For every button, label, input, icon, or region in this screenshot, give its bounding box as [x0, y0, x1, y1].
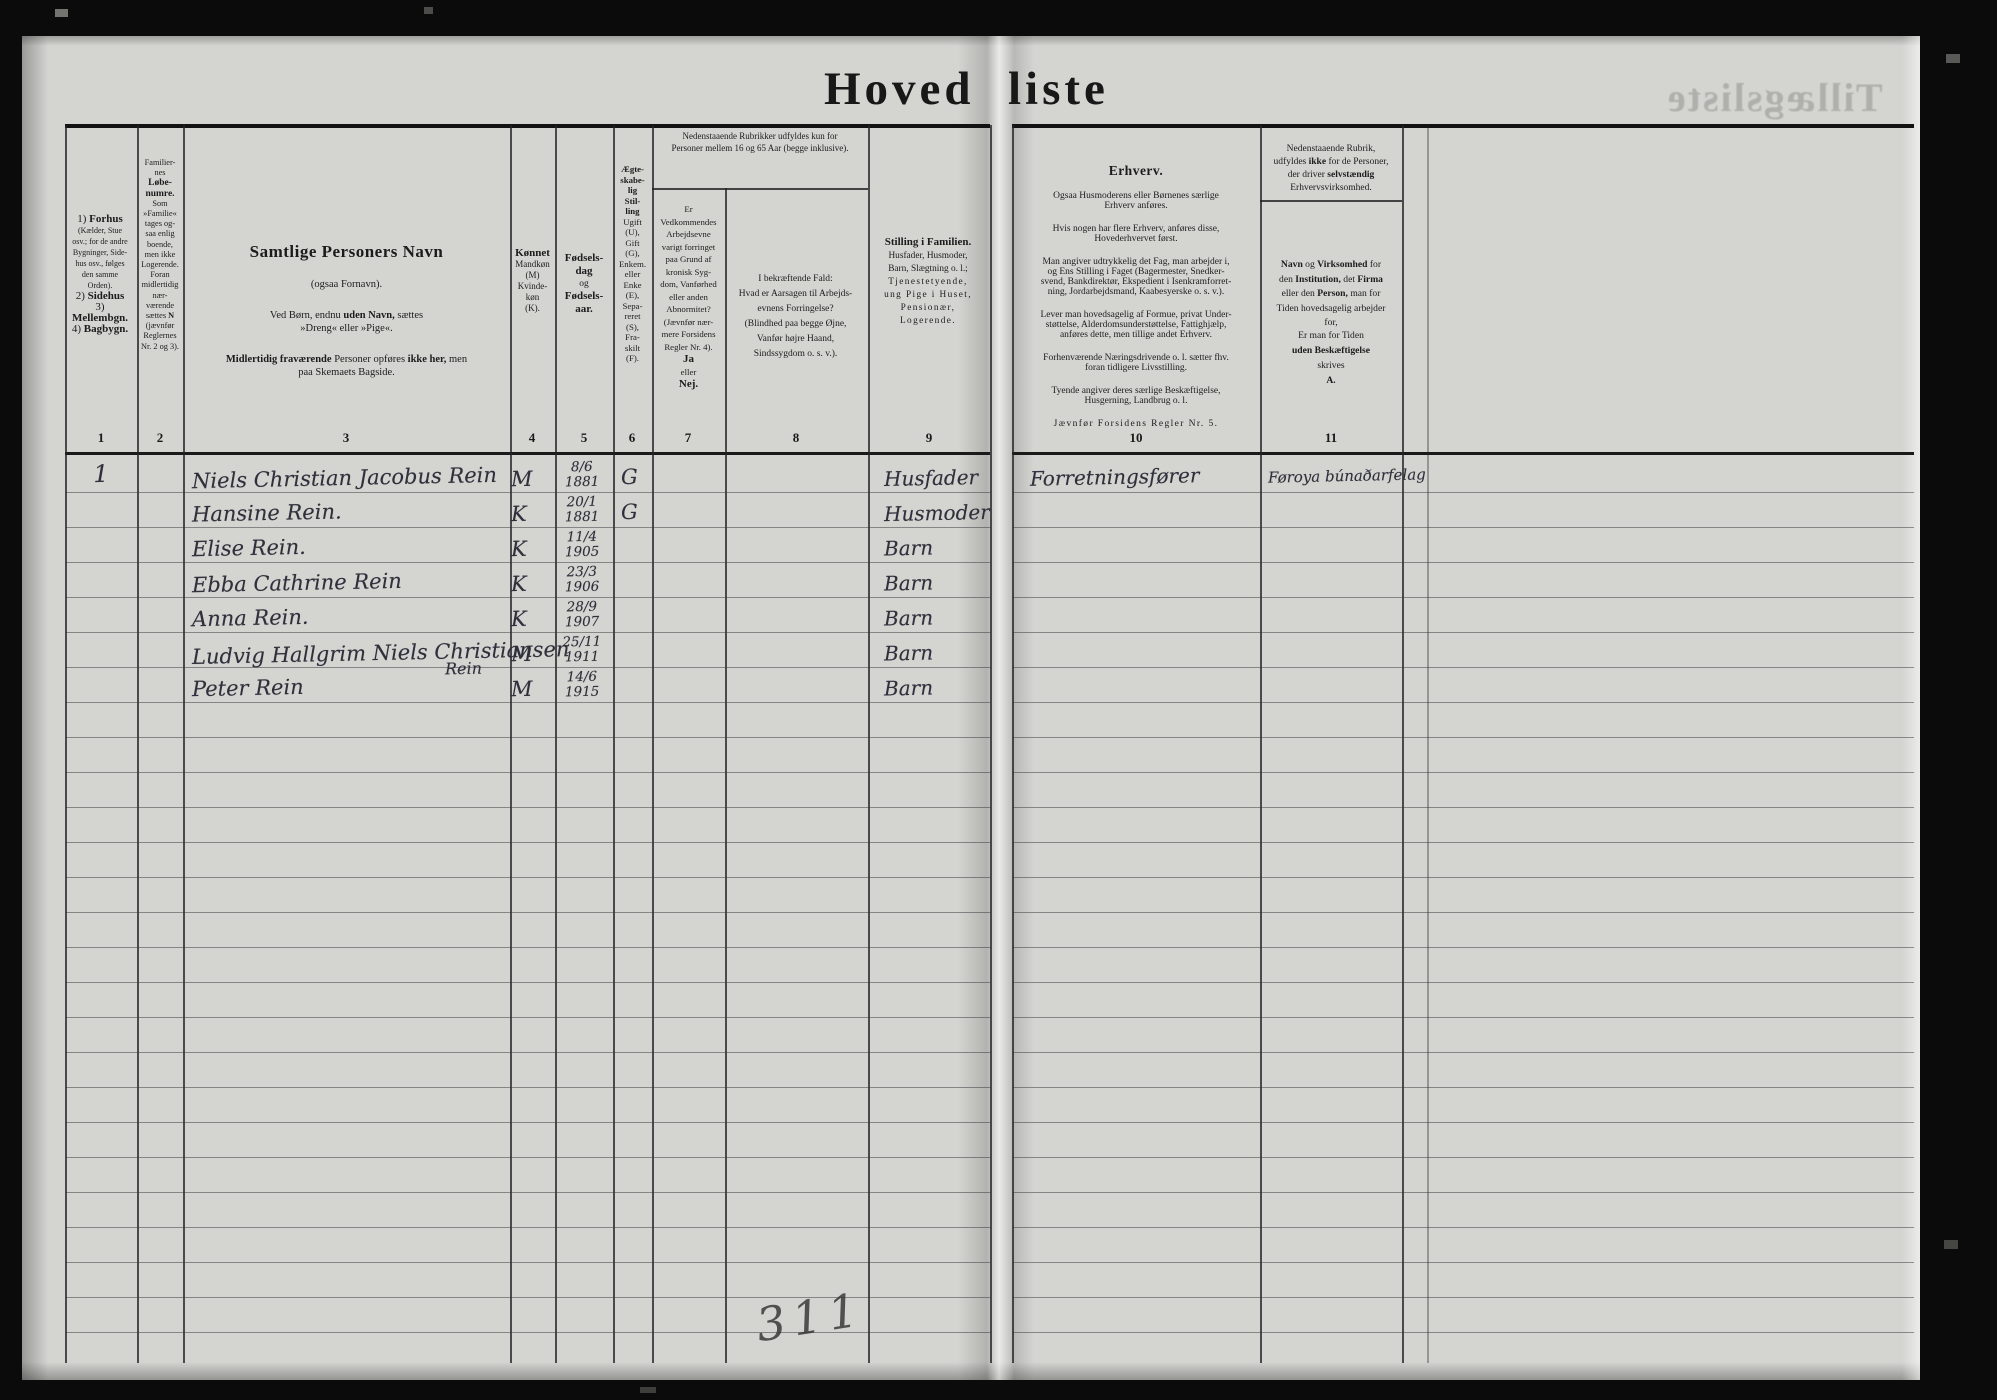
table-top-rule-right: [1012, 124, 1914, 128]
row-family-position: Barn: [883, 675, 934, 701]
row-sex: M: [510, 676, 533, 702]
column-number-4: 4: [528, 430, 536, 445]
row-family-position: Barn: [883, 640, 934, 666]
column-number-6: 6: [628, 430, 636, 445]
row-birthdate: 25/11 1911: [562, 633, 602, 666]
column-number-9: 9: [925, 430, 933, 445]
col3-sub2: Ved Børn, endnu uden Navn, sættes »Dreng…: [269, 310, 424, 334]
column-number-7: 7: [684, 430, 692, 445]
row-employer: Føroya búnaðarfelag: [1267, 465, 1426, 487]
column-number-5: 5: [580, 430, 588, 445]
row-sex: M: [510, 466, 533, 492]
row-birthdate: 20/1 1881: [564, 493, 600, 526]
film-mark: [424, 7, 433, 14]
row-person-name: Anna Rein.: [191, 604, 309, 632]
row-family-position: Husmoder: [883, 499, 991, 527]
col8-header-aarsag: I bekræftende Fald: Hvad er Aarsagen til…: [738, 274, 853, 359]
film-mark: [1946, 54, 1960, 63]
header-bottom-rule-left: [65, 452, 990, 455]
column-number-2: 2: [156, 430, 164, 445]
banner-columns-7-8: Nedenstaaende Rubrikker udfyldes kun for…: [671, 131, 849, 153]
column-number-11: 11: [1324, 430, 1338, 445]
col7-header-arbejdsevne: Er Vedkommendes Arbejdsevne varigt forri…: [660, 204, 717, 390]
col10-paragraph: Ogsaa Husmoderens eller Børnenes særlige…: [1053, 191, 1219, 211]
row-birthdate: 14/6 1915: [564, 668, 600, 701]
col11-header-navn-virksomhed: Navn og Virksomhed for den Institution, …: [1276, 259, 1386, 328]
row-house-number: 1: [93, 459, 109, 489]
col3-sub1: (ogsaa Fornavn).: [310, 279, 383, 290]
row-person-name: Hansine Rein.: [191, 499, 342, 527]
col10-paragraph: Hvis nogen har flere Erhverv, anføres di…: [1052, 224, 1220, 244]
film-mark: [640, 1387, 656, 1393]
col3-sub3: Midlertidig fraværende Personer opføres …: [225, 354, 468, 378]
row-family-position: Barn: [883, 535, 934, 561]
col3-header-navn: Samtlige Personers Navn (ogsaa Fornavn).…: [185, 232, 508, 397]
row-rules-right: [1012, 458, 1914, 1364]
col6-header-aegteskabelig: Ægte- skabe- lig Stil- ling Ugift (U), G…: [618, 164, 647, 363]
paper-edge-shadow-left: [22, 36, 48, 1380]
row-sex: K: [510, 536, 527, 562]
col5-header-fodselsdag: Fødsels- dag og Fødsels- aar.: [564, 252, 604, 315]
row-birthdate: 11/4 1905: [564, 528, 600, 561]
page-title-word-1: Hoved: [824, 63, 975, 115]
row-sex: K: [510, 606, 527, 632]
col10-paragraph: Jævnfør Forsidens Regler Nr. 5.: [1053, 419, 1219, 429]
banner-7-8-bottom-rule: [652, 188, 868, 190]
row-birthdate: 28/9 1907: [564, 598, 600, 631]
column-number-1: 1: [97, 430, 105, 445]
col10-title: Erhverv.: [1108, 163, 1164, 178]
row-rules-left: [65, 458, 990, 1364]
row-family-position: Barn: [883, 570, 934, 596]
row-birthdate: 8/6 1881: [564, 458, 600, 491]
row-occupation: Forretningsfører: [1029, 463, 1200, 491]
row-birthdate: 23/3 1906: [564, 563, 600, 596]
col10-paragraph: Tyende angiver deres særlige Beskæftigel…: [1051, 386, 1221, 406]
film-mark: [1944, 1240, 1958, 1249]
col10-paragraph: Forhenværende Næringsdrivende o. l. sætt…: [1043, 353, 1229, 373]
banner-11-bottom-rule: [1260, 200, 1402, 202]
row-sex: M: [510, 641, 533, 667]
col1-header-forhus: 1) Forhus (Kælder, Stue osv.; for de and…: [71, 213, 129, 335]
column-number-8: 8: [792, 430, 800, 445]
row-family-position: Husfader: [883, 465, 979, 491]
col11-header-tail: Er man for Tiden uden Beskæftigelse skri…: [1291, 330, 1371, 386]
row-sex: K: [510, 501, 527, 527]
header-bottom-rule-right: [1012, 452, 1914, 455]
bleed-through-title: Tillægsliste: [1666, 75, 1883, 120]
film-mark: [55, 9, 68, 17]
col10-paragraph: Man angiver udtrykkelig det Fag, man arb…: [1040, 257, 1232, 297]
col9-header-stilling: Stilling i Familien. Husfader, Husmoder,…: [884, 236, 972, 326]
column-divider: [990, 125, 992, 1363]
col11-banner: Nedenstaaende Rubrik, udfyldes ikke for …: [1273, 144, 1389, 193]
row-person-name: Peter Rein: [191, 674, 304, 702]
col3-title: Samtlige Personers Navn: [249, 242, 444, 261]
column-number-3: 3: [342, 430, 350, 445]
column-number-10: 10: [1129, 430, 1143, 445]
col10-header-erhverv: Erhverv. Ogsaa Husmoderens eller Børnene…: [1014, 156, 1258, 442]
row-person-name: Elise Rein.: [191, 534, 307, 562]
table-top-rule-left: [65, 124, 990, 128]
row-person-name: Ebba Cathrine Rein: [191, 568, 403, 598]
row-marital-status: G: [620, 464, 639, 490]
row-family-position: Barn: [883, 605, 934, 631]
page-title-word-2: liste: [1008, 63, 1109, 115]
row-sex: K: [510, 571, 527, 597]
col2-header-lobenumre: Familier- nes Løbe- numre. Som »Familie«…: [140, 158, 180, 351]
col4-header-konnet: Kønnet Mandkøn (M) Kvinde- køn (K).: [515, 247, 550, 313]
row-marital-status: G: [620, 499, 639, 525]
col10-paragraph: Lever man hovedsagelig af Formue, privat…: [1040, 310, 1232, 340]
row-person-name-wrap: Rein: [444, 658, 483, 679]
